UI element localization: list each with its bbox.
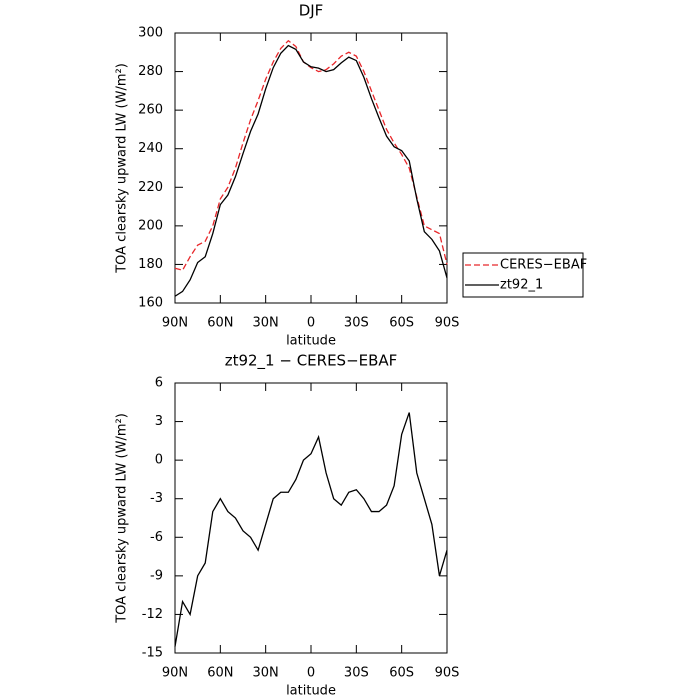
x-tick-label: 30N	[253, 666, 279, 681]
plot-frame	[174, 382, 448, 654]
y-tick-label: 160	[138, 296, 163, 311]
x-tick-label: 60N	[207, 666, 233, 681]
x-tick-label: 60S	[389, 316, 414, 331]
y-tick-label: 6	[155, 376, 163, 391]
x-axis-label: latitude	[286, 684, 336, 699]
data-line	[174, 44, 448, 297]
x-tick-label: 90N	[162, 666, 188, 681]
y-tick-label: 220	[138, 180, 163, 195]
y-tick-label: 300	[138, 26, 163, 41]
x-tick-label: 0	[307, 666, 315, 681]
legend-label: CERES−EBAF	[500, 258, 587, 273]
x-tick-label: 0	[307, 316, 315, 331]
y-axis-label: TOA clearsky upward LW (W/m²)	[115, 413, 130, 624]
x-tick-label: 60S	[389, 666, 414, 681]
y-tick-label: 260	[138, 103, 163, 118]
data-line	[174, 39, 448, 271]
y-tick-label: 3	[155, 414, 163, 429]
y-tick-label: -15	[142, 646, 163, 661]
x-tick-label: 90S	[435, 666, 460, 681]
legend-label: zt92_1	[500, 278, 543, 293]
y-tick-label: 0	[155, 453, 163, 468]
y-tick-label: 180	[138, 257, 163, 272]
y-tick-label: 200	[138, 218, 163, 233]
x-tick-label: 90S	[435, 316, 460, 331]
legend-box	[462, 252, 584, 298]
y-axis-label: TOA clearsky upward LW (W/m²)	[115, 63, 130, 274]
x-tick-label: 60N	[207, 316, 233, 331]
x-axis-label: latitude	[286, 334, 336, 349]
chart-title: zt92_1 − CERES−EBAF	[225, 352, 398, 371]
data-line	[174, 412, 448, 647]
y-tick-label: 280	[138, 64, 163, 79]
y-tick-label: -6	[150, 530, 163, 545]
y-tick-label: 240	[138, 141, 163, 156]
y-tick-label: -12	[142, 607, 163, 622]
plot-frame	[174, 32, 448, 304]
x-tick-label: 90N	[162, 316, 188, 331]
x-tick-label: 30N	[253, 316, 279, 331]
y-tick-label: -9	[150, 568, 163, 583]
chart-title: DJF	[299, 2, 324, 20]
y-tick-label: -3	[150, 491, 163, 506]
x-tick-label: 30S	[344, 666, 369, 681]
x-tick-label: 30S	[344, 316, 369, 331]
